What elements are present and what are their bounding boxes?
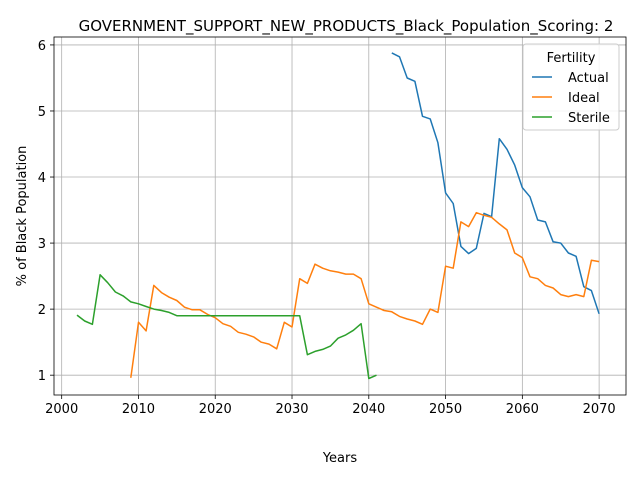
x-tick-label: 2000 — [45, 402, 78, 417]
x-tick-label: 2010 — [122, 402, 155, 417]
y-tick-label: 1 — [38, 369, 46, 384]
series-lines — [76, 52, 600, 380]
y-tick-label: 2 — [38, 303, 46, 318]
legend-label-actual: Actual — [568, 71, 609, 86]
y-tick-label: 4 — [38, 171, 46, 186]
series-line-actual — [391, 52, 600, 315]
plot-frame — [53, 36, 627, 396]
series-line-sterile — [76, 274, 377, 380]
x-tick-label: 2050 — [429, 402, 462, 417]
y-tick-label: 5 — [38, 105, 46, 120]
y-tick-label: 3 — [38, 237, 46, 252]
legend-box — [522, 43, 620, 131]
legend-label-sterile: Sterile — [568, 111, 610, 126]
x-tick-label: 2020 — [199, 402, 232, 417]
x-axis-label: Years — [322, 451, 358, 466]
legend-label-ideal: Ideal — [568, 91, 600, 106]
y-axis-label: % of Black Population — [15, 146, 30, 287]
legend: Fertility Actual Ideal Sterile — [522, 43, 620, 131]
axis-ticks: 2000 2010 2020 2030 2040 2050 2060 2070 1 2 3 4 5 6 — [38, 39, 616, 417]
chart-title: GOVERNMENT_SUPPORT_NEW_PRODUCTS_Black_Po… — [79, 17, 614, 36]
x-tick-label: 2070 — [583, 402, 616, 417]
x-tick-label: 2040 — [352, 402, 385, 417]
legend-title: Fertility — [547, 51, 596, 66]
x-tick-label: 2030 — [275, 402, 308, 417]
x-tick-label: 2060 — [506, 402, 539, 417]
y-tick-label: 6 — [38, 39, 46, 54]
